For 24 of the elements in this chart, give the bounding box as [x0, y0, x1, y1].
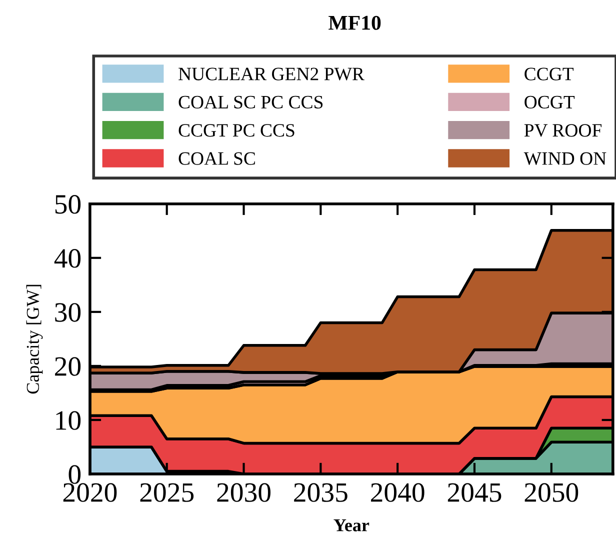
y-tick-label: 40: [54, 249, 81, 268]
x-tick-label: 2050: [524, 483, 578, 502]
legend-label: OCGT: [524, 96, 575, 109]
legend-label: CCGT PC CCS: [178, 124, 294, 137]
legend-label: WIND ON: [524, 152, 606, 165]
x-tick-label: 2025: [140, 483, 194, 502]
legend-label: COAL SC: [178, 152, 255, 165]
x-tick-label: 2035: [294, 483, 348, 502]
y-tick-label: 50: [55, 195, 81, 214]
y-tick-label: 20: [55, 357, 81, 376]
x-axis-title: Year: [334, 519, 370, 532]
x-tick-label: 2045: [448, 483, 502, 502]
y-tick-label: 10: [56, 411, 81, 430]
y-tick-label: 30: [55, 303, 81, 322]
legend-label: PV ROOF: [524, 124, 602, 137]
y-tick-label: 0: [68, 465, 81, 484]
x-tick-label: 2030: [217, 483, 270, 502]
legend-label: CCGT: [524, 68, 574, 80]
legend-label: NUCLEAR GEN2 PWR: [178, 68, 364, 80]
chart-title: MF10: [328, 16, 381, 30]
legend-label: COAL SC PC CCS: [178, 96, 323, 109]
y-axis-title: Capacity [GW]: [26, 284, 43, 394]
x-tick-label: 2020: [63, 483, 117, 502]
x-tick-label: 2040: [371, 483, 424, 502]
